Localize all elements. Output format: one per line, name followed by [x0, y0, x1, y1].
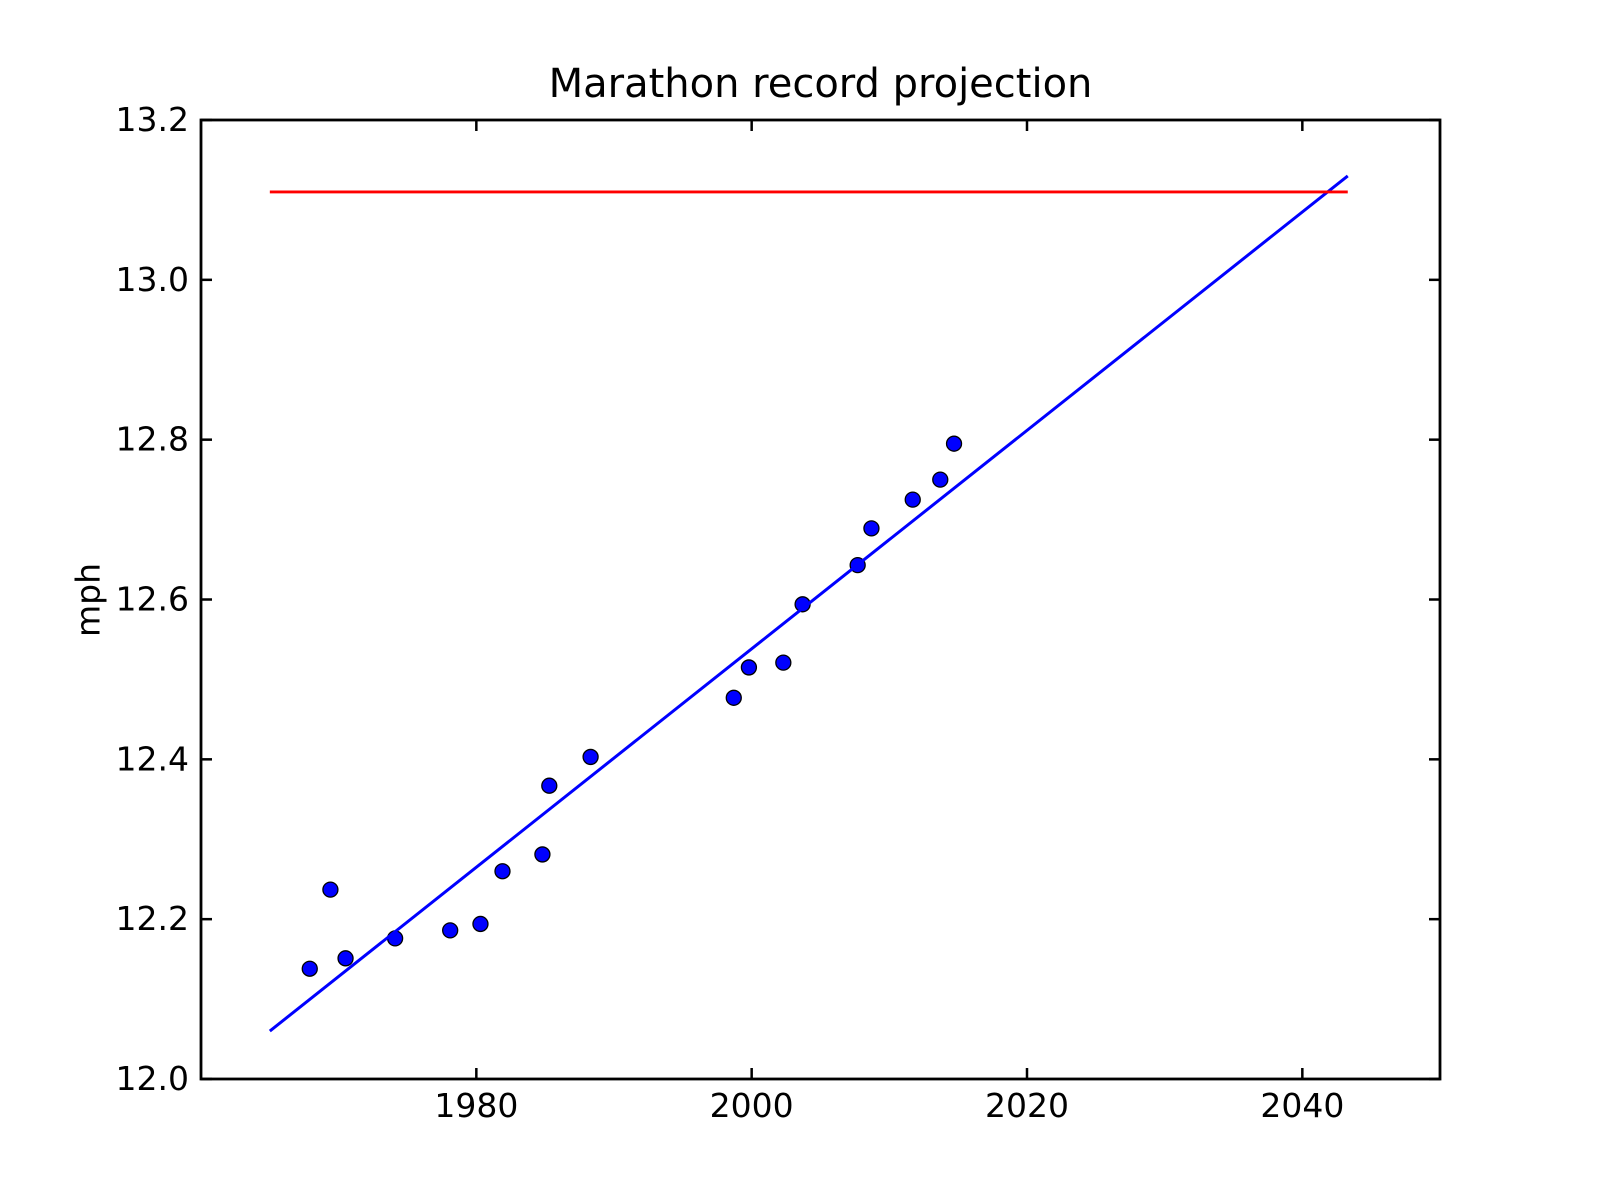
data-point — [472, 915, 489, 933]
y-tick-label: 12.4 — [116, 739, 189, 778]
data-point — [863, 520, 880, 537]
axes-frame — [199, 118, 1442, 1081]
data-point — [725, 689, 742, 706]
x-tick-label: 2020 — [985, 1086, 1069, 1125]
data-point — [322, 881, 339, 898]
data-point — [775, 654, 792, 671]
data-point — [945, 435, 963, 452]
data-point — [301, 960, 318, 977]
chart-title: Marathon record projection — [548, 61, 1093, 107]
x-tick-label: 2040 — [1260, 1086, 1344, 1125]
data-point — [582, 748, 599, 766]
data-point — [541, 777, 558, 794]
data-point — [337, 950, 354, 967]
y-tick-label: 12.8 — [116, 420, 189, 459]
data-point — [534, 846, 551, 863]
y-tick-label: 12.6 — [116, 580, 189, 619]
trend-line — [268, 174, 1349, 1033]
y-tick-label: 13.2 — [116, 100, 189, 139]
data-point — [932, 471, 949, 488]
x-tick-label: 1980 — [434, 1086, 518, 1125]
data-point — [740, 659, 758, 676]
y-tick-label: 12.0 — [116, 1059, 189, 1098]
x-tick-label: 2000 — [710, 1086, 794, 1125]
data-point — [904, 491, 921, 508]
y-tick-label: 12.2 — [116, 899, 189, 938]
data-point — [442, 922, 459, 939]
y-tick-label: 13.0 — [116, 260, 189, 299]
data-point — [494, 863, 511, 880]
